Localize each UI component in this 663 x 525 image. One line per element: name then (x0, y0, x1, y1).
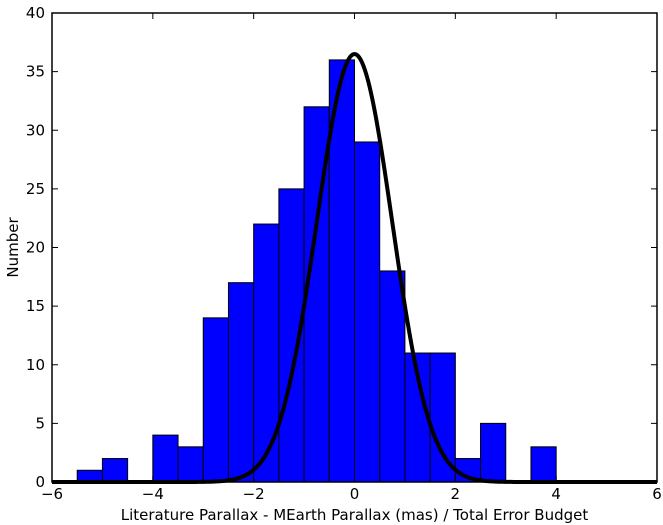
bars-layer (76, 59, 557, 483)
y-tick-label: 35 (26, 63, 45, 81)
y-tick-label: 10 (26, 356, 45, 374)
y-tick-label: 15 (26, 297, 45, 315)
x-tick-label: −6 (41, 485, 63, 503)
x-tick-label: 4 (551, 485, 561, 503)
histogram-bar (379, 270, 406, 483)
histogram-bar (101, 458, 129, 483)
histogram-bar (177, 446, 204, 483)
x-tick-label: 2 (451, 485, 461, 503)
histogram-bar (152, 434, 179, 483)
ticks-layer (51, 12, 658, 483)
x-axis-label: Literature Parallax - MEarth Parallax (m… (121, 506, 589, 524)
histogram-bar (354, 141, 381, 483)
histogram-bar (429, 352, 456, 483)
x-tick-label: −2 (243, 485, 265, 503)
y-tick-label: 20 (26, 239, 45, 257)
y-tick-label: 5 (35, 414, 45, 432)
histogram-bar (202, 317, 229, 483)
y-tick-label: 0 (35, 473, 45, 491)
x-tick-label: 0 (350, 485, 360, 503)
y-tick-label: 25 (26, 180, 45, 198)
y-tick-label: 40 (26, 4, 45, 22)
x-tick-label: −4 (142, 485, 164, 503)
y-tick-label: 30 (26, 121, 45, 139)
histogram-bar (227, 282, 255, 483)
y-axis-label: Number (4, 217, 22, 278)
histogram-bar (530, 446, 557, 483)
histogram-bar (480, 422, 507, 483)
histogram-bar (253, 223, 280, 483)
x-tick-label: 6 (652, 485, 662, 503)
tick-labels-layer: −6 −4 −2 0 2 4 6 0 5 10 15 20 25 30 35 40 (26, 4, 662, 503)
